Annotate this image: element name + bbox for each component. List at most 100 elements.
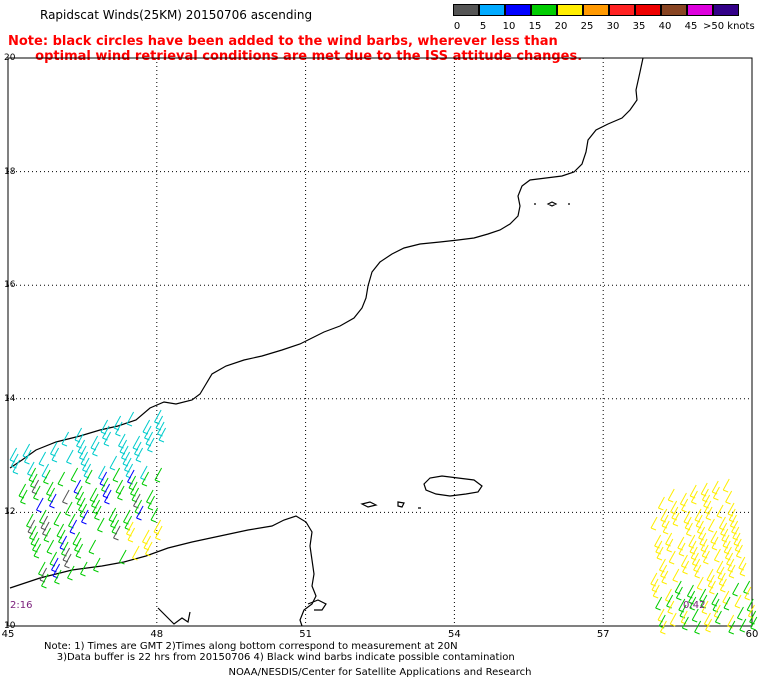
legend-swatch (687, 4, 713, 16)
wind-barb (691, 552, 699, 567)
wind-barb (115, 421, 123, 437)
wind-speed-legend: 0 5 10 15 20 25 30 35 40 45 >50 knots (453, 4, 755, 34)
wind-barb (739, 618, 747, 633)
wind-barb (145, 541, 153, 557)
wind-barb (721, 528, 729, 543)
wind-barb (64, 553, 72, 569)
wind-barb (735, 544, 743, 559)
wind-barb (718, 516, 726, 531)
wind-barb (109, 455, 118, 471)
wind-barb (722, 478, 730, 493)
attitude-note-line1: Note: black circles have been added to t… (8, 34, 558, 49)
lat-tick-label: 12 (4, 507, 16, 518)
wind-barb (90, 435, 99, 451)
wind-barb (33, 485, 41, 501)
wind-barb (12, 459, 21, 475)
wind-barb (119, 549, 127, 565)
wind-barb (147, 437, 155, 453)
legend-swatch (609, 4, 635, 16)
wind-barb (664, 588, 672, 603)
wind-barb (716, 560, 724, 575)
wind-barb (674, 580, 682, 595)
wind-barb (117, 485, 125, 501)
wind-barb (705, 618, 713, 633)
wind-barb (694, 508, 702, 523)
wind-barb (688, 590, 696, 605)
footer-note: Note: 1) Times are GMT 2)Times along bot… (44, 641, 515, 663)
coast-bottom (157, 607, 191, 625)
wind-barb (723, 596, 731, 611)
wind-barb (67, 565, 75, 581)
wind-barb (710, 530, 718, 545)
wind-barb (731, 520, 739, 535)
wind-barb (705, 506, 713, 521)
wind-barb (655, 596, 663, 611)
wind-barb (98, 465, 106, 481)
legend-swatch (505, 4, 531, 16)
wind-barb (680, 554, 688, 569)
wind-barb (667, 600, 675, 615)
wind-barb (682, 560, 690, 575)
wind-barb (716, 504, 724, 519)
wind-barb (132, 435, 141, 451)
wind-barb (657, 496, 665, 511)
wind-barb (671, 506, 679, 521)
wind-barb (655, 540, 663, 555)
wind-barb (711, 536, 719, 551)
lon-tick-label: 57 (596, 629, 610, 640)
wind-barb (724, 546, 732, 561)
wind-barb (97, 517, 105, 533)
wind-barb (66, 449, 74, 465)
wind-barb (660, 564, 668, 579)
wind-barb (677, 536, 685, 551)
graticule (7, 57, 753, 627)
legend-label: 5 (479, 21, 487, 32)
wind-barb (51, 447, 60, 463)
wind-barb (113, 415, 122, 431)
attitude-note: Note: black circles have been added to t… (8, 34, 582, 64)
wind-barb (694, 620, 702, 635)
wind-barb (43, 527, 52, 543)
wind-barb (722, 590, 730, 605)
lat-tick-label: 14 (4, 393, 16, 404)
wind-barb (656, 546, 664, 561)
wind-barb (147, 495, 156, 511)
wind-barb (80, 561, 88, 577)
wind-barb (24, 449, 32, 465)
lat-tick-label: 18 (4, 166, 16, 177)
wind-barb (142, 529, 150, 545)
coast-bottom-right (307, 599, 327, 611)
time-label-right: 0:42 (683, 600, 706, 611)
wind-barb (146, 489, 154, 505)
wind-barb (688, 534, 696, 549)
wind-barb (651, 578, 659, 593)
wind-barb (74, 427, 83, 443)
wind-barb (38, 561, 46, 577)
wind-barb (681, 498, 689, 513)
wind-barb (660, 508, 668, 523)
wind-barb (722, 534, 730, 549)
wind-barb (727, 502, 735, 517)
wind-barb (744, 586, 752, 601)
wind-barb (696, 520, 704, 535)
wind-barb (113, 525, 121, 541)
wind-barb (9, 447, 18, 463)
wind-barb (704, 500, 712, 515)
wind-barb (685, 522, 693, 537)
wind-barb (75, 543, 84, 559)
wind-barb (672, 568, 680, 583)
wind-barb (702, 550, 710, 565)
wind-barb (53, 511, 62, 527)
wind-barb (54, 569, 62, 585)
wind-barb (728, 564, 736, 579)
wind-barb (743, 580, 751, 595)
wind-barb (696, 576, 704, 591)
wind-barb (747, 604, 755, 619)
legend-label: 15 (528, 21, 542, 32)
wind-barb (665, 532, 673, 547)
wind-barb (667, 488, 675, 503)
wind-barb (713, 548, 721, 563)
wind-barb (707, 518, 715, 533)
wind-barb (734, 538, 742, 553)
